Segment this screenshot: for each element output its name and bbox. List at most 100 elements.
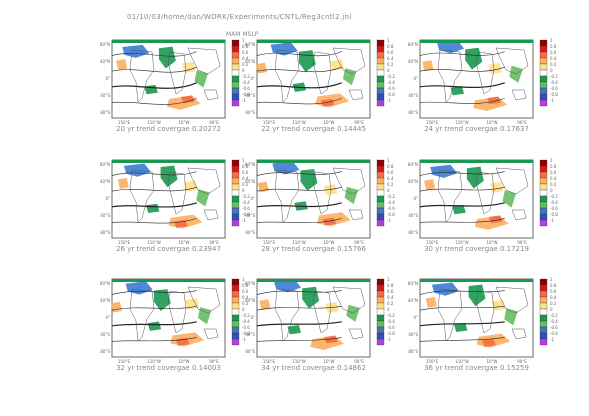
lon-tick-label: 110°W [455,240,469,245]
lat-tick-label: 80°S [245,110,255,115]
colorbar-swatch [376,219,385,227]
colorbar-label: -0.6 [550,325,558,330]
africa-europe-outline [167,290,187,334]
colorbar-label: -0.4 [242,200,250,205]
lat-tick-label: 40°S [408,332,418,337]
shaded-region [287,325,302,335]
colorbar-swatch [539,195,548,203]
colorbar-label: 0.6 [242,170,249,175]
lat-tick-label: 40°S [245,213,255,218]
colorbar-swatch [376,207,385,215]
lon-tick-label: 150°E [426,240,439,245]
africa-europe-outline [475,171,495,215]
lon-tick-label: 150°E [118,359,131,364]
lat-tick-label: 80°N [100,281,110,286]
colorbar-label: -0.4 [387,80,395,85]
colorbar-label: 0.6 [242,50,249,55]
colorbar-label: 0.2 [387,301,394,306]
figure-title: MAM MSLP [226,31,259,38]
shaded-region [346,304,360,322]
lat-tick-label: 80°N [408,281,418,286]
colorbar-label: -0.2 [242,313,250,318]
lat-tick-label: 40°S [408,93,418,98]
shaded-region [153,289,171,311]
colorbar-swatch [539,93,548,101]
shaded-region [450,86,465,96]
colorbar-label: 0 [550,307,553,312]
lon-tick-label: 110°W [455,359,469,364]
colorbar-label: -0.8 [387,92,395,97]
lon-tick-label: 90°E [209,240,219,245]
asia-outline [495,47,529,75]
colorbar-swatch [376,69,385,77]
colorbar-label: 0.8 [550,283,557,288]
shaded-region [436,40,465,54]
lat-tick-label: 40°N [408,179,418,184]
lat-tick-label: 80°S [245,230,255,235]
colorbar-swatch [376,278,385,286]
lon-tick-label: 90°E [209,359,219,364]
lat-tick-label: 80°S [100,230,110,235]
colorbar-label: 0.4 [550,295,557,300]
colorbar-label: -1 [242,98,246,103]
colorbar-swatch [376,39,385,47]
contour-line [111,202,197,208]
colorbar-swatch [539,87,548,95]
arctic-band [420,40,533,43]
africa-europe-outline [475,51,495,95]
lon-tick-label: 90°E [517,359,527,364]
colorbar-label: -1 [242,337,246,342]
arctic-band [112,160,225,163]
colorbar-label: -1 [387,98,391,103]
shaded-region [194,70,208,88]
colorbar-label: 0 [387,68,390,73]
colorbar-label: -0.8 [550,212,558,217]
africa-europe-outline [312,51,332,95]
colorbar-label: 0.6 [550,289,557,294]
colorbar-swatch [539,45,548,53]
colorbar-swatch [376,314,385,322]
colorbar-label: 1 [387,38,390,43]
colorbar-label: 0.6 [387,50,394,55]
contour-line [419,171,505,176]
colorbar-label: -1 [387,337,391,342]
map-panel-30yr: 80°N 40°N 0° 40°S 80°S 150°E 110°W 10°W 90°E30 y… [408,158,558,253]
shaded-region [491,299,506,311]
australia-outline [203,328,219,340]
contour-line [111,218,197,224]
contour-line [419,202,505,208]
australia-outline [511,328,527,340]
colorbar-label: -0.8 [387,212,395,217]
lat-tick-label: 40°N [100,179,110,184]
australia-outline [203,209,219,221]
colorbar-swatch [376,165,385,173]
lat-tick-label: 80°S [408,349,418,354]
colorbar-swatch [376,177,385,185]
colorbar-label: 0.4 [242,295,249,300]
colorbar-swatch [539,51,548,59]
colorbar-label: -0.2 [387,74,395,79]
shaded-region [259,299,271,311]
africa-europe-outline [312,171,332,215]
colorbar-swatch [376,290,385,298]
lat-tick-label: 40°N [245,179,255,184]
colorbar-swatch [376,99,385,107]
lat-tick-label: 40°N [100,59,110,64]
colorbar-label: -0.2 [550,194,558,199]
shaded-region [147,321,162,331]
lon-tick-label: 110°W [292,240,306,245]
shaded-region [425,296,437,308]
lat-tick-label: 80°N [100,42,110,47]
lon-tick-label: 110°W [147,359,161,364]
colorbar-label: 0 [242,68,245,73]
contour-line [111,98,197,105]
arctic-band [257,40,370,43]
asia-outline [187,286,221,314]
shaded-region [453,322,468,332]
lat-tick-label: 40°S [100,93,110,98]
colorbar-swatch [376,45,385,53]
colorbar-label: 0.2 [242,62,249,67]
colorbar-label: 0.4 [387,295,394,300]
shaded-region [430,164,458,178]
colorbar-label: 0.6 [550,170,557,175]
